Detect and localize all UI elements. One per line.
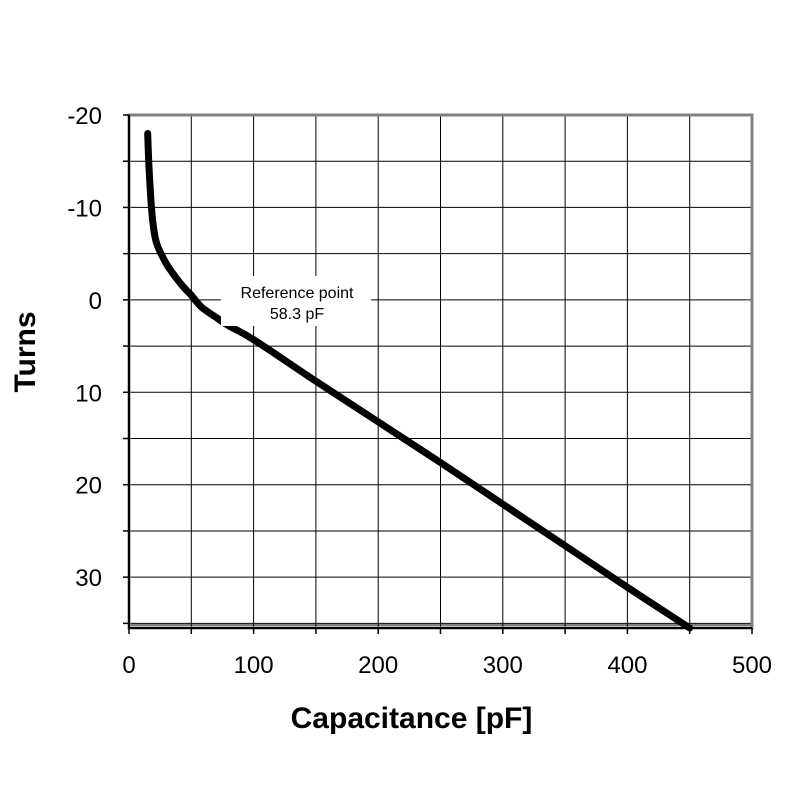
grid: [129, 115, 752, 628]
x-tick-labels: 0 100 200 300 400 500: [122, 652, 772, 679]
y-tick-label: 0: [89, 288, 102, 315]
y-axis-title: Turns: [9, 311, 42, 392]
y-tick-label: 30: [75, 565, 102, 592]
y-tick-label: 20: [75, 473, 102, 500]
y-tick-label: 10: [75, 380, 102, 407]
y-tick-label: -10: [67, 195, 102, 222]
x-tick-label: 400: [607, 652, 647, 679]
x-tick-label: 300: [483, 652, 523, 679]
reference-point-annotation: Reference point 58.3 pF: [221, 276, 371, 326]
x-tick-label: 0: [122, 652, 135, 679]
y-tick-labels: -20 -10 0 10 20 30: [67, 103, 102, 592]
x-axis-title: Capacitance [pF]: [291, 702, 533, 735]
x-tick-label: 500: [732, 652, 772, 679]
annotation-line-2: 58.3 pF: [270, 306, 324, 323]
y-tick-label: -20: [67, 103, 102, 130]
series-line: [144, 129, 694, 632]
annotation-line-1: Reference point: [241, 285, 355, 302]
x-tick-label: 100: [234, 652, 274, 679]
x-tick-label: 200: [358, 652, 398, 679]
annotation-box: [221, 276, 371, 326]
axes: [123, 114, 753, 634]
